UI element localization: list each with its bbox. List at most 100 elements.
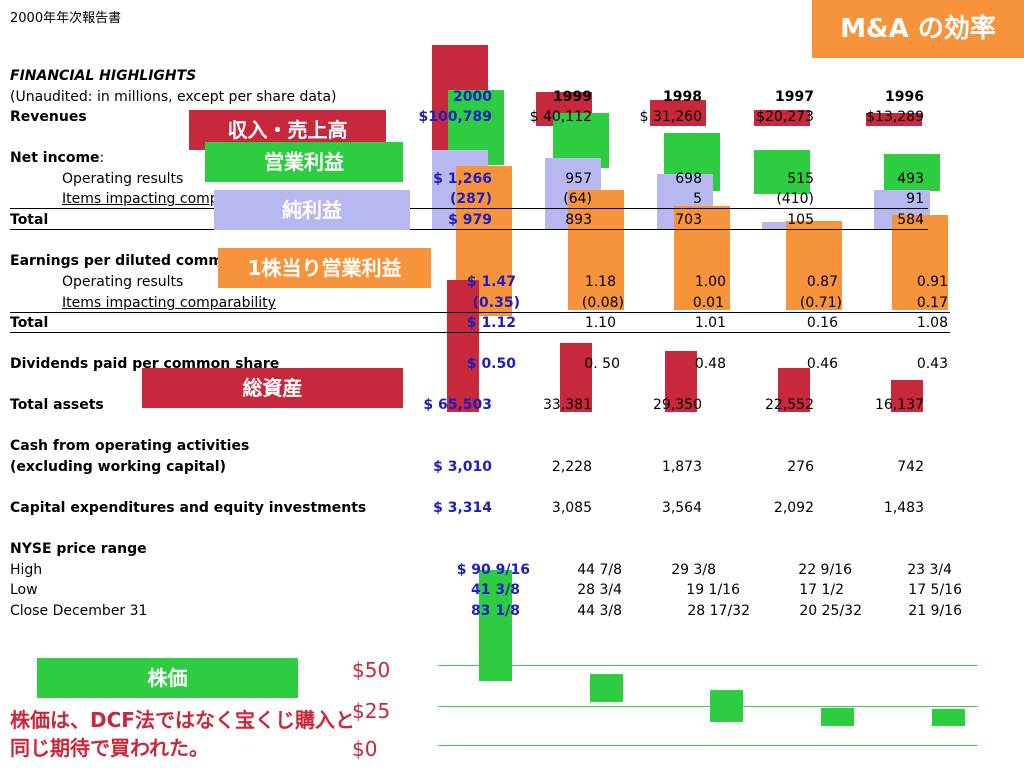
revenue-bar-1996: [866, 113, 922, 126]
div-1998: 0.48: [694, 356, 726, 372]
close-2000: 83 1/8: [471, 603, 520, 619]
eps-total-1996: 1.08: [916, 315, 948, 331]
eps-op-bar-1997: [786, 221, 842, 310]
assets-2000: $ 65,503: [423, 397, 492, 413]
eps-op-1997: 0.87: [806, 274, 838, 290]
eps-op-1996: 0.91: [916, 274, 948, 290]
high-2000: $ 90 9/16: [456, 562, 530, 578]
op-profit-bar-1996: [884, 154, 940, 191]
capex-1999: 3,085: [551, 500, 592, 516]
low-1997: 17 1/2: [799, 582, 844, 598]
total-rule-top: [10, 208, 928, 209]
cash-1999: 2,228: [551, 459, 592, 475]
operating-2000: $ 1,266: [433, 171, 492, 187]
section-title: FINANCIAL HIGHLIGHTS: [10, 68, 197, 84]
high-1996: 23 3/4: [907, 562, 952, 578]
eps-items-1996: 0.17: [916, 295, 948, 311]
price-gridline-0: [438, 745, 978, 746]
cash-excl-label: (excluding working capital): [10, 459, 227, 475]
cash-1998: 1,873: [661, 459, 702, 475]
price-bar-1996: [932, 709, 965, 726]
assets-bar-1998: [665, 351, 697, 412]
total-label: Total: [10, 212, 49, 228]
label-total-assets: 総資産: [142, 368, 403, 408]
eps-items-label: Items impacting comparability: [62, 295, 276, 311]
price-axis-0: $0: [352, 737, 378, 761]
assets-bar-1999: [560, 343, 592, 412]
total-1996: 584: [897, 212, 924, 228]
high-label: High: [10, 562, 43, 578]
total-2000: $ 979: [448, 212, 492, 228]
div-2000: $ 0.50: [466, 356, 516, 372]
header-label: 2000年年次報告書: [10, 11, 122, 26]
capex-1997: 2,092: [773, 500, 814, 516]
close-1998: 28 17/32: [687, 603, 750, 619]
revenues-2000: $100,789: [418, 109, 492, 125]
year-1996: 1996: [885, 89, 924, 105]
assets-1999: 33,381: [543, 397, 592, 413]
price-bar-2000: [479, 570, 512, 681]
close-1996: 21 9/16: [908, 603, 962, 619]
price-bar-1999: [590, 674, 623, 702]
div-1996: 0.43: [916, 356, 948, 372]
net-income-label: Net income:: [10, 150, 105, 166]
price-bar-1998: [710, 690, 743, 722]
eps-op-1998: 1.00: [694, 274, 726, 290]
label-net-profit: 純利益: [214, 190, 410, 230]
operating-1997: 515: [787, 171, 814, 187]
revenues-label: Revenues: [10, 109, 87, 125]
assets-1997: 22,552: [765, 397, 814, 413]
assets-bar-1997: [778, 368, 810, 412]
assets-label: Total assets: [10, 397, 104, 413]
total-1999: 893: [565, 212, 592, 228]
total-1997: 105: [787, 212, 814, 228]
assets-bar-1996: [891, 380, 923, 412]
operating-results-label: Operating results: [62, 171, 184, 187]
low-1998: 19 1/16: [686, 582, 740, 598]
items-1998: 5: [693, 191, 702, 207]
year-2000: 2000: [453, 89, 492, 105]
total-rule-bottom: [10, 229, 928, 230]
eps-total-1998: 1.01: [694, 315, 726, 331]
eps-op-1999: 1.18: [584, 274, 616, 290]
items-2000: (287): [449, 191, 492, 207]
eps-op-bar-1998: [674, 206, 730, 310]
title-badge-text: M&A の効率: [840, 14, 996, 44]
total-1998: 703: [675, 212, 702, 228]
price-note: 株価は、DCF法ではなく宝くじ購入と同じ期待で買われた。: [10, 708, 355, 760]
price-bar-1997: [821, 708, 854, 726]
eps-items-1998: 0.01: [692, 295, 724, 311]
title-badge: M&A の効率: [812, 0, 1024, 58]
assets-bar-2000: [447, 280, 479, 412]
high-1997: 22 9/16: [798, 562, 852, 578]
price-axis-50: $50: [352, 658, 391, 682]
capex-label: Capital expenditures and equity investme…: [10, 500, 367, 516]
label-operating-profit: 営業利益: [205, 142, 403, 182]
revenue-bar-1998: [650, 100, 706, 126]
eps-op-bar-1996: [892, 215, 948, 310]
year-1997: 1997: [775, 89, 814, 105]
eps-op-2000: $ 1.47: [466, 274, 516, 290]
assets-1998: 29,350: [653, 397, 702, 413]
revenue-bar-1997: [754, 110, 810, 126]
capex-1998: 3,564: [661, 500, 702, 516]
eps-total-rule-bottom: [10, 332, 950, 333]
capex-1996: 1,483: [883, 500, 924, 516]
eps-op-bar-1999: [568, 190, 624, 310]
eps-operating-label: Operating results: [62, 274, 184, 290]
operating-1999: 957: [565, 171, 592, 187]
label-stock-price: 株価: [37, 658, 298, 698]
items-1999: (64): [563, 191, 592, 207]
div-1999: 0. 50: [584, 356, 620, 372]
div-1997: 0.46: [806, 356, 838, 372]
eps-items-1999: (0.08): [581, 295, 624, 311]
low-2000: 41 3/8: [471, 582, 520, 598]
label-eps-operating: 1株当り営業利益: [218, 248, 431, 288]
eps-items-1997: (0.71): [799, 295, 842, 311]
capex-2000: $ 3,314: [433, 500, 492, 516]
close-1997: 20 25/32: [799, 603, 862, 619]
low-1996: 17 5/16: [908, 582, 962, 598]
items-1996: 91: [906, 191, 924, 207]
eps-total-rule-top: [10, 312, 950, 313]
cash-label: Cash from operating activities: [10, 438, 250, 454]
